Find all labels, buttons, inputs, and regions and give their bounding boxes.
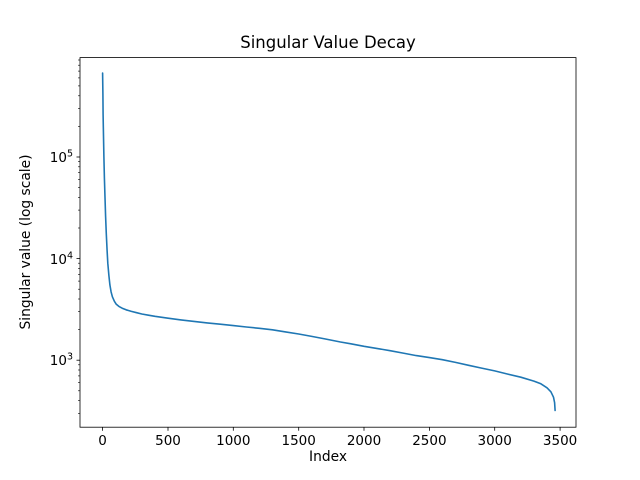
- x-tick-label: 3500: [542, 433, 578, 449]
- y-tick-exponent: 3: [66, 351, 73, 363]
- x-tick-label: 1000: [216, 433, 251, 449]
- x-tick-label: 1500: [281, 433, 316, 449]
- y-tick-base: 10: [49, 352, 67, 369]
- x-tick-label: 2000: [346, 433, 382, 449]
- y-tick-label: 103: [50, 351, 73, 369]
- x-axis-label: Index: [309, 449, 347, 465]
- y-tick-exponent: 4: [66, 249, 73, 261]
- y-tick-base: 10: [49, 251, 67, 268]
- x-tick-label: 500: [155, 433, 181, 449]
- x-tick-label: 2500: [412, 433, 447, 449]
- y-axis-label: Singular value (log scale): [18, 154, 34, 330]
- chart-title: Singular Value Decay: [240, 33, 416, 52]
- x-tick-label: 0: [98, 433, 107, 449]
- x-tick-label: 3000: [477, 433, 512, 449]
- y-tick-exponent: 5: [66, 148, 73, 160]
- y-tick-label: 105: [50, 148, 73, 166]
- y-tick-label: 104: [50, 250, 73, 268]
- y-tick-base: 10: [49, 149, 67, 166]
- singular-values-line: [101, 72, 556, 412]
- axes-frame: [79, 57, 577, 428]
